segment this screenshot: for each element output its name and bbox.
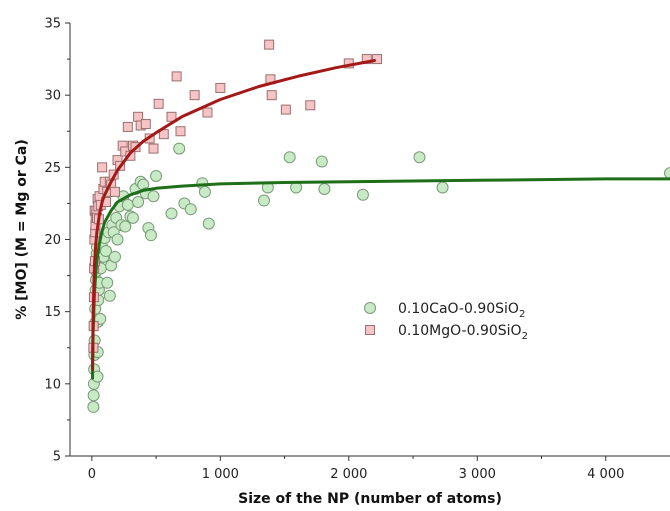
mgo-point	[264, 39, 275, 50]
cao-point	[318, 182, 331, 195]
x-tick-label: 0	[88, 467, 96, 482]
mgo-point	[266, 90, 277, 101]
mgo-point	[305, 100, 316, 111]
axes: 5 10 15 20 25 30 35 0 1 000 2 000 3 000 4 000 Size o…	[14, 17, 670, 507]
legend-label-cao: 0.10CaO-0.90SiO2	[398, 301, 525, 320]
cao-point	[184, 203, 197, 216]
fit-curves	[91, 59, 670, 380]
mgo-point	[175, 126, 186, 137]
x-axis-title: Size of the NP (number of atoms)	[238, 491, 502, 507]
cao-point	[283, 151, 296, 164]
y-tick-label: 20	[44, 233, 61, 248]
mgo-point	[122, 121, 133, 132]
cao-point	[126, 211, 139, 224]
y-tick-label: 25	[44, 161, 61, 176]
cao-fit-curve	[91, 177, 670, 380]
cao-point	[87, 400, 100, 413]
cao-point	[315, 155, 328, 168]
x-tick-label: 4 000	[587, 467, 624, 482]
mgo-point	[189, 90, 200, 101]
mgo-point	[166, 111, 177, 122]
x-tick-label: 1 000	[202, 467, 239, 482]
y-tick-label: 35	[44, 17, 61, 32]
legend-label-mgo-main: 0.10MgO-0.90SiO	[398, 323, 522, 339]
y-tick-label: 30	[44, 89, 61, 104]
cao-point	[99, 245, 112, 258]
mgo-point	[97, 162, 108, 173]
cao-point	[258, 194, 271, 207]
mgo-point	[148, 143, 159, 154]
cao-point	[108, 250, 121, 263]
mgo-point	[153, 98, 164, 109]
y-tick-label: 15	[44, 305, 61, 320]
legend-label-cao-subscript: 2	[519, 309, 525, 320]
cao-point	[132, 195, 145, 208]
legend-label-mgo-subscript: 2	[522, 331, 528, 342]
mgo-point	[361, 54, 372, 65]
mgo-point	[140, 119, 151, 130]
cao-point	[121, 198, 134, 211]
cao-point	[87, 389, 100, 402]
cao-point	[413, 151, 426, 164]
cao-point	[173, 142, 186, 155]
legend-label-mgo: 0.10MgO-0.90SiO2	[398, 323, 528, 342]
y-axis-title: % [MO] (M = Mg or Ca)	[14, 139, 30, 320]
y-tick-label: 5	[53, 450, 61, 465]
mgo-fit-curve	[91, 59, 376, 371]
cao-point	[150, 169, 163, 182]
cao-point	[111, 233, 124, 246]
mgo-point	[202, 107, 213, 118]
y-tick-label: 10	[44, 377, 61, 392]
cao-point	[198, 185, 211, 198]
cao-point	[664, 167, 670, 180]
mgo-point	[109, 186, 120, 197]
mgo-point	[280, 104, 291, 115]
x-tick-label: 3 000	[459, 467, 496, 482]
cao-point	[119, 220, 132, 233]
cao-point	[436, 181, 449, 194]
mgo-point	[372, 54, 383, 65]
cao-point	[144, 229, 157, 242]
cao-point	[101, 276, 114, 289]
legend-marker-mgo	[365, 325, 375, 335]
mgo-point	[171, 71, 182, 82]
cao-point	[356, 188, 369, 201]
cao-point	[165, 207, 178, 220]
cao-point	[147, 190, 160, 203]
x-tick-label: 2 000	[330, 467, 367, 482]
cao-point	[103, 289, 116, 302]
cao-point	[202, 217, 215, 230]
legend-marker-cao	[364, 302, 376, 314]
mgo-point	[215, 82, 226, 93]
legend-label-cao-main: 0.10CaO-0.90SiO	[398, 301, 519, 317]
